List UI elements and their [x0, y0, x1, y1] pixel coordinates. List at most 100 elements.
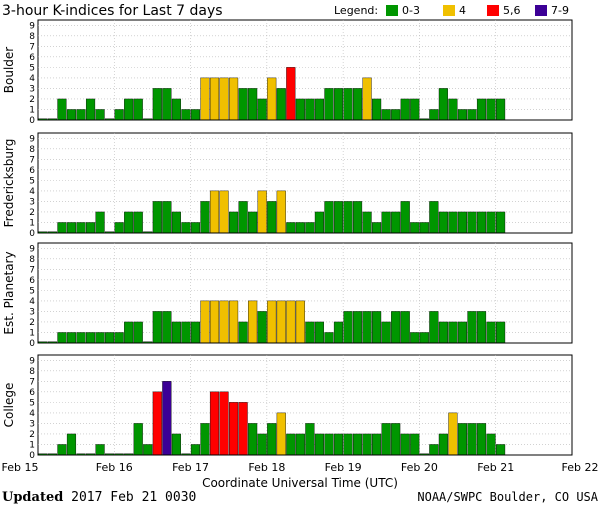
- kp-bar: [410, 98, 420, 121]
- kp-bar: [486, 211, 496, 234]
- kp-bar: [286, 300, 296, 344]
- x-tick-label: Feb 16: [96, 461, 133, 474]
- kp-bar: [381, 321, 391, 344]
- updated-label: Updated: [2, 490, 64, 505]
- legend-entry-3: 7-9: [551, 4, 569, 17]
- kp-bar: [95, 109, 105, 121]
- kp-bar: [124, 98, 134, 121]
- kp-bar: [314, 211, 324, 234]
- kp-bar: [429, 201, 439, 234]
- kp-bar: [219, 77, 229, 121]
- y-tick-label: 3: [29, 419, 35, 429]
- x-tick-label: Feb 17: [172, 461, 209, 474]
- x-tick-label: Feb 19: [325, 461, 362, 474]
- y-tick-label: 1: [29, 218, 35, 228]
- y-tick-label: 9: [29, 134, 35, 144]
- y-tick-label: 8: [29, 32, 35, 42]
- kp-bar: [496, 321, 506, 344]
- kp-bar: [190, 444, 201, 456]
- credit-text: NOAA/SWPC Boulder, CO USA: [417, 490, 598, 504]
- kp-bar: [133, 423, 143, 456]
- kp-bar: [95, 444, 105, 456]
- kp-bar: [314, 433, 324, 456]
- kp-bar: [200, 77, 210, 121]
- kp-bar: [410, 222, 420, 234]
- updated-stamp: Updated 2017 Feb 21 0030: [2, 490, 196, 505]
- kp-bar: [457, 109, 468, 121]
- y-tick-label: 0: [29, 339, 35, 349]
- kp-bar: [152, 88, 162, 121]
- kp-bar: [85, 98, 96, 121]
- y-tick-label: 7: [29, 377, 35, 387]
- kp-bar: [114, 109, 124, 121]
- kp-bar: [467, 109, 477, 121]
- kp-bar: [66, 433, 77, 456]
- kp-bar: [333, 321, 344, 344]
- kp-bar: [238, 88, 248, 121]
- k-index-chart: 3-hour K-indices for Last 7 days Legend: 0…: [2, 3, 599, 490]
- kp-bar: [305, 321, 315, 344]
- kp-bar: [248, 300, 258, 344]
- kp-bar: [324, 201, 334, 234]
- legend-entry-0: 0-3: [402, 4, 420, 17]
- kp-bar: [238, 321, 248, 344]
- y-tick-label: 9: [29, 21, 35, 31]
- kp-bar: [391, 109, 401, 121]
- kp-bar: [171, 433, 181, 456]
- kp-bar: [400, 98, 410, 121]
- legend-swatch-3: [535, 5, 547, 16]
- y-tick-label: 8: [29, 145, 35, 155]
- kp-bar: [257, 190, 267, 234]
- kp-bar: [295, 433, 305, 456]
- kp-bar: [162, 88, 172, 121]
- kp-bar: [181, 222, 191, 234]
- kp-bar: [314, 321, 324, 344]
- kp-bar: [257, 311, 267, 344]
- kp-bar: [257, 433, 267, 456]
- kp-bar: [381, 109, 391, 121]
- kp-bar: [171, 321, 181, 344]
- kp-bar: [476, 98, 487, 121]
- kp-bar: [496, 444, 506, 456]
- kp-bar: [209, 300, 220, 344]
- series-label: Boulder: [2, 47, 16, 94]
- kp-bar: [486, 433, 496, 456]
- kp-bar: [181, 321, 191, 344]
- kp-bar: [362, 77, 372, 121]
- kp-bar: [314, 98, 324, 121]
- kp-bar: [276, 412, 286, 456]
- kp-bar: [76, 109, 86, 121]
- kp-bar: [410, 433, 420, 456]
- y-tick-label: 6: [29, 276, 35, 286]
- series-label: Est. Planetary: [2, 251, 16, 334]
- kp-bar: [133, 321, 143, 344]
- y-tick-label: 4: [29, 409, 35, 419]
- kp-bar: [133, 211, 143, 234]
- series-label: College: [2, 383, 16, 428]
- kp-bar: [200, 300, 210, 344]
- kp-bar: [362, 311, 372, 344]
- y-tick-label: 8: [29, 255, 35, 265]
- kp-bar: [448, 412, 458, 456]
- kp-bar: [152, 391, 162, 456]
- kp-bar: [400, 433, 410, 456]
- legend-label: Legend:: [334, 4, 378, 17]
- kp-bar: [66, 222, 77, 234]
- kp-bar: [143, 444, 153, 456]
- kp-bar: [190, 321, 201, 344]
- kp-bar: [162, 381, 172, 456]
- kp-bar: [229, 211, 239, 234]
- kp-bar: [333, 201, 344, 234]
- kp-bar: [152, 201, 162, 234]
- kp-bar: [429, 109, 439, 121]
- y-tick-label: 1: [29, 440, 35, 450]
- kp-bar: [496, 211, 506, 234]
- kp-bar: [486, 321, 496, 344]
- kp-bar: [419, 222, 429, 234]
- kp-bar: [66, 332, 77, 344]
- kp-bar: [209, 391, 220, 456]
- kp-bar: [219, 391, 229, 456]
- x-tick-label: Feb 21: [477, 461, 514, 474]
- kp-bar: [57, 222, 67, 234]
- kp-bar: [95, 332, 105, 344]
